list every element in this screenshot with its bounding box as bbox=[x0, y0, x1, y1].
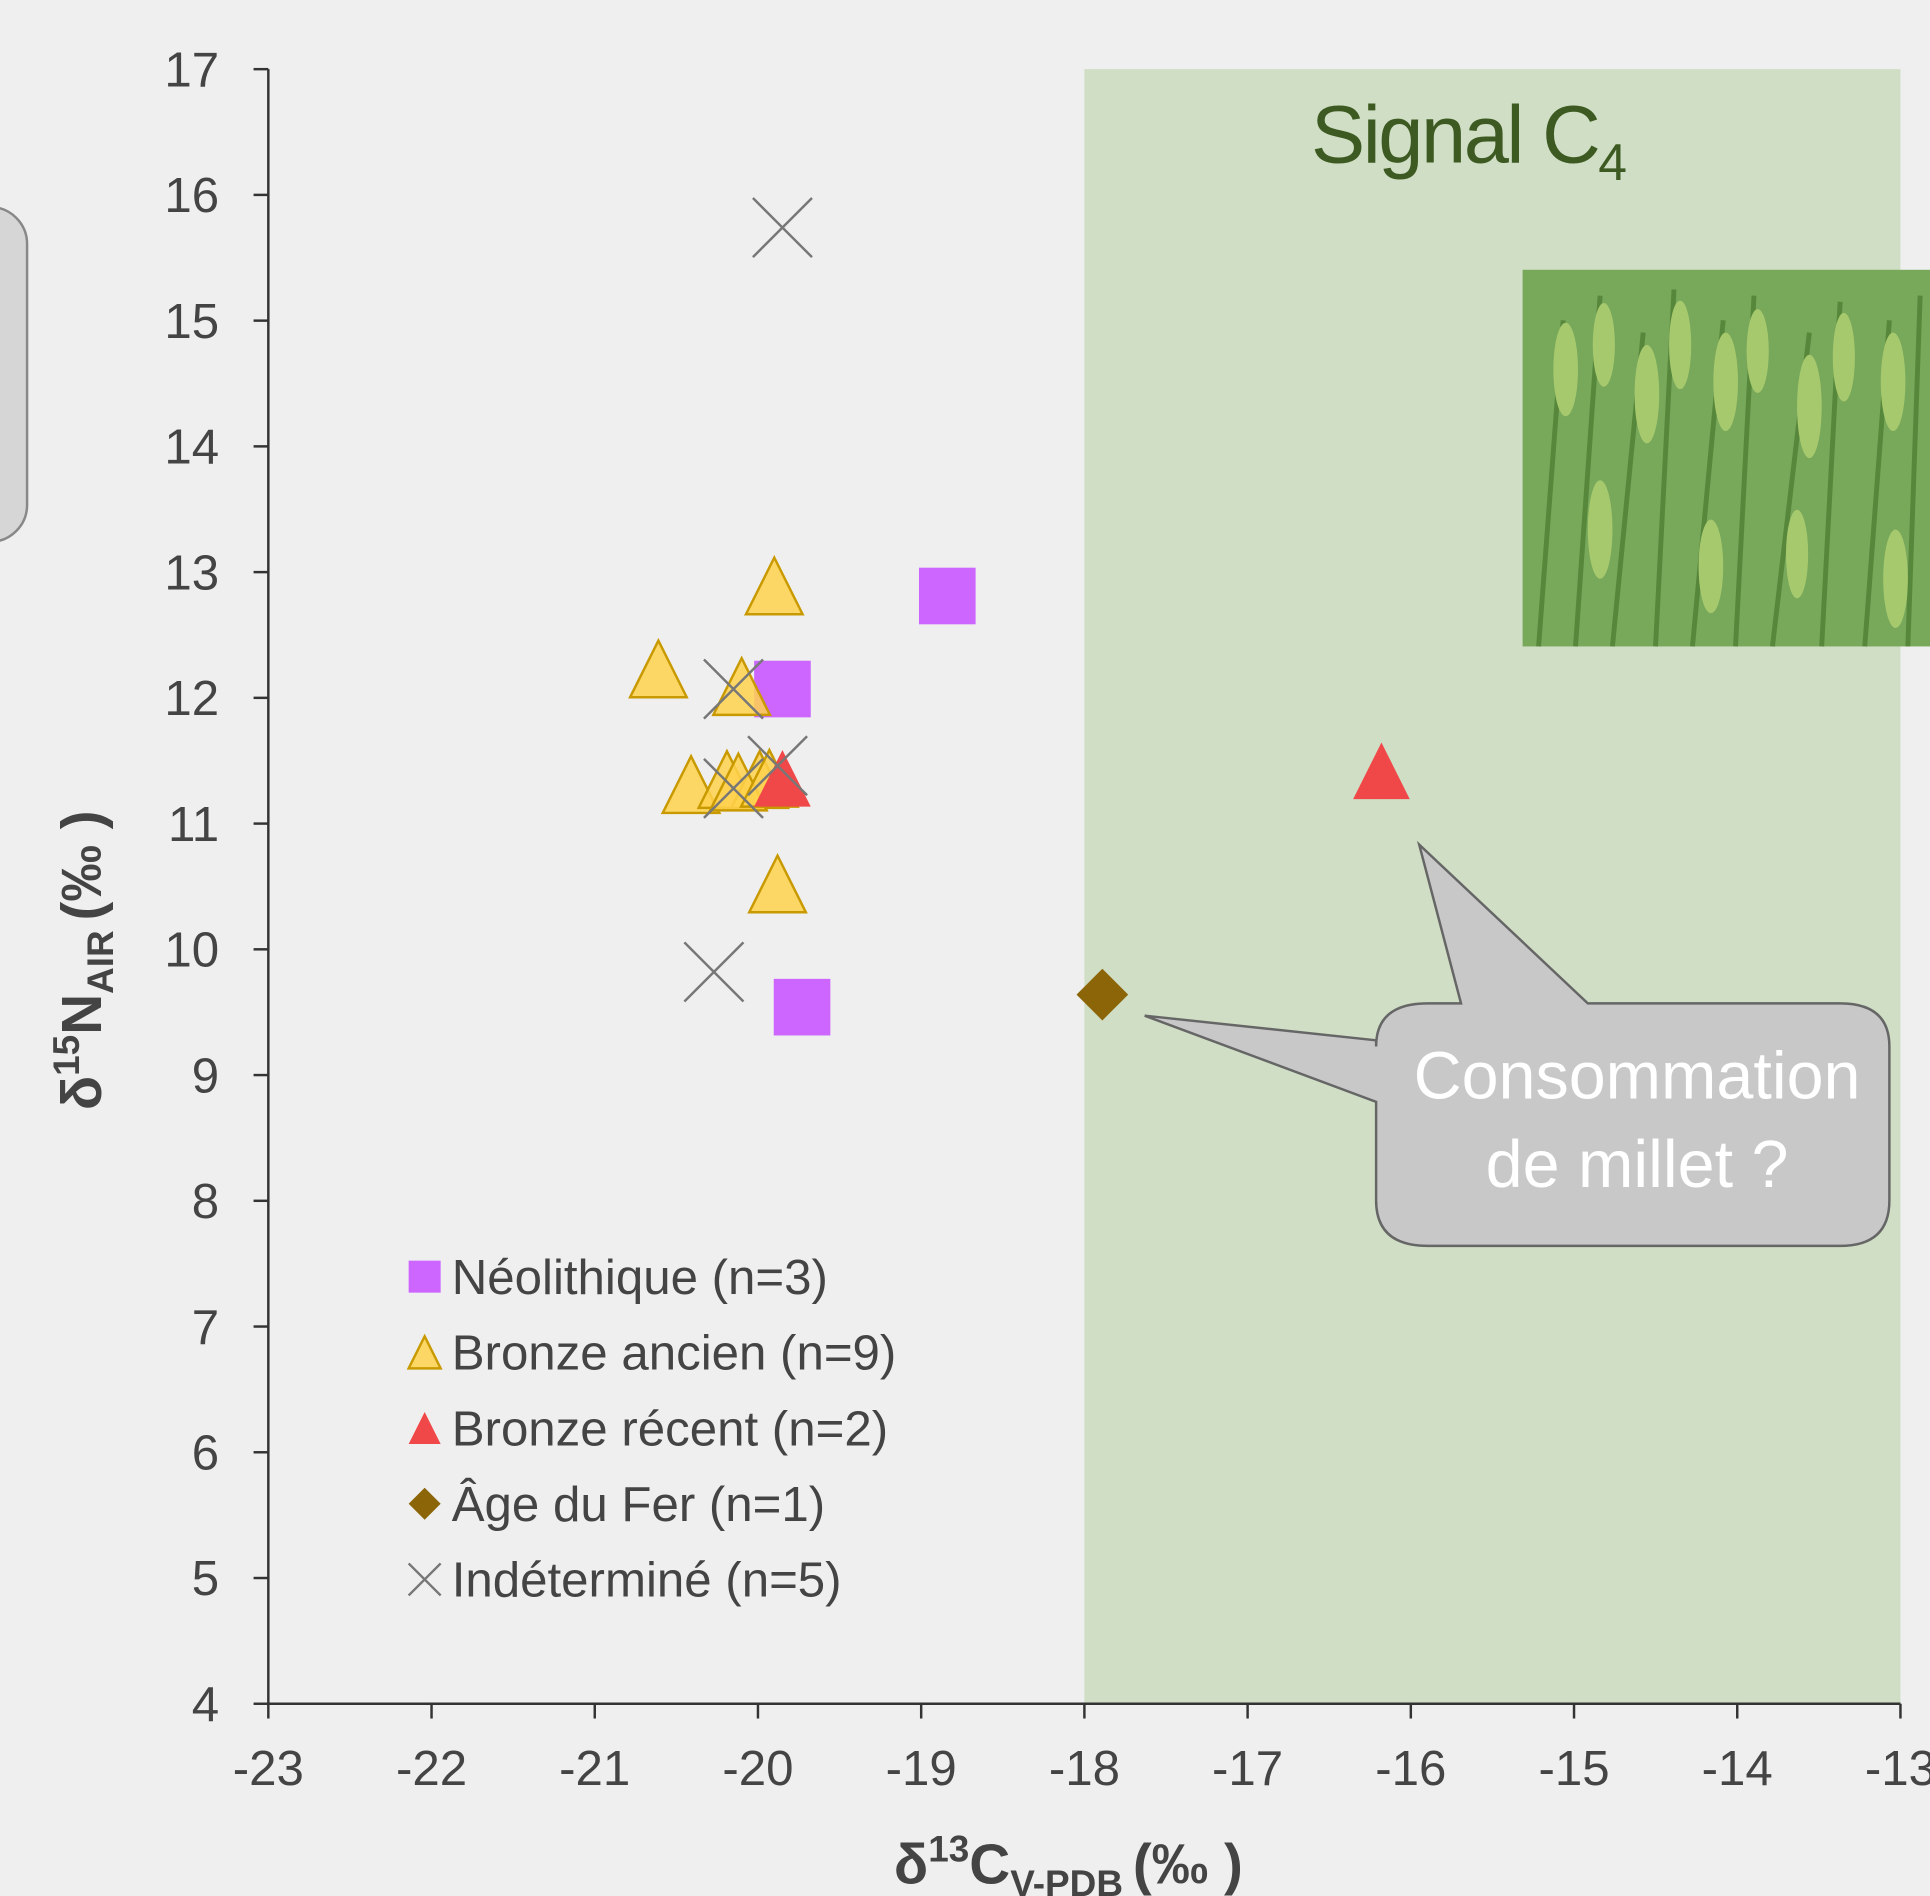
y-tick-label: 13 bbox=[164, 545, 219, 600]
y-axis-label: δ15NAIR (‰ ) bbox=[46, 810, 121, 1110]
x-tick-label: -19 bbox=[886, 1741, 957, 1796]
callout-text: Consommation bbox=[1414, 1039, 1861, 1113]
triangle-marker bbox=[743, 554, 805, 616]
triangle-marker bbox=[711, 655, 772, 717]
x-tick-label: -18 bbox=[1049, 1741, 1120, 1796]
legend-label: Indéterminé (n=5) bbox=[452, 1553, 842, 1608]
triangle-marker bbox=[1353, 742, 1410, 800]
triangle-marker bbox=[754, 750, 811, 807]
x-marker bbox=[407, 1562, 442, 1597]
label-part: 13 bbox=[928, 1828, 969, 1869]
y-tick-label: 8 bbox=[192, 1174, 219, 1229]
legend-label: Âge du Fer (n=1) bbox=[452, 1477, 825, 1532]
photo-heads bbox=[1553, 300, 1908, 628]
square-marker bbox=[918, 567, 976, 625]
legend-label: Bronze récent (n=2) bbox=[452, 1401, 888, 1456]
x-tick-label: -20 bbox=[722, 1741, 793, 1796]
region-label: Signal C4 bbox=[1311, 90, 1626, 191]
x-tick-label: -23 bbox=[233, 1741, 304, 1796]
photo-stems bbox=[1536, 289, 1923, 647]
region-label-text: Signal C bbox=[1311, 90, 1598, 181]
photo-texture bbox=[1536, 289, 1923, 647]
legend-entry: Néolithique (n=3) bbox=[408, 1250, 828, 1305]
x-tick-label: -16 bbox=[1375, 1741, 1446, 1796]
diamond-marker bbox=[408, 1487, 441, 1520]
legend-entry: Âge du Fer (n=1) bbox=[408, 1477, 825, 1532]
legend-label: Néolithique (n=3) bbox=[452, 1250, 828, 1305]
y-tick-label: 9 bbox=[192, 1048, 219, 1103]
label-part: 15 bbox=[46, 1035, 87, 1076]
points-layer bbox=[628, 197, 1410, 1036]
legend: Néolithique (n=3) Bronze ancien (n=9) Bron… bbox=[406, 1250, 897, 1608]
x-tick-label: -22 bbox=[396, 1741, 467, 1796]
x-marker bbox=[703, 658, 764, 720]
label-part: (‰ ) bbox=[1133, 1832, 1243, 1895]
square-marker bbox=[408, 1260, 441, 1293]
label-part: AIR bbox=[80, 930, 121, 994]
x-marker bbox=[747, 735, 808, 797]
x-tick-label: -15 bbox=[1538, 1741, 1609, 1796]
legend-entry: Bronze récent (n=2) bbox=[408, 1401, 888, 1456]
callout-shape bbox=[1144, 840, 1891, 1248]
x-marker bbox=[703, 757, 764, 819]
x-marker bbox=[683, 941, 745, 1003]
legend-entry: Bronze ancien (n=9) bbox=[406, 1326, 897, 1381]
x-tick-label: -14 bbox=[1702, 1741, 1773, 1796]
label-part: N bbox=[50, 994, 113, 1035]
triangle-marker bbox=[408, 1412, 441, 1445]
axes-layer: -23 -22 -21 -20 -19 -18 -17 -16 -15 -14 -13 4 5 6 7 8 9 1… bbox=[164, 42, 1930, 1796]
y-tick-label: 11 bbox=[168, 797, 219, 852]
callout: Consommation de millet ? bbox=[1144, 840, 1891, 1248]
label-part: δ bbox=[50, 1076, 113, 1110]
triangle-marker bbox=[628, 637, 689, 699]
y-tick-label: 12 bbox=[164, 671, 219, 726]
side-panel bbox=[0, 207, 29, 542]
x-tick-label: -17 bbox=[1212, 1741, 1283, 1796]
y-tick-label: 16 bbox=[164, 168, 219, 223]
triangle-marker bbox=[747, 852, 808, 914]
y-tick-label: 17 bbox=[164, 42, 219, 97]
y-tick-label: 4 bbox=[192, 1677, 219, 1732]
legend-label: Bronze ancien (n=9) bbox=[452, 1326, 897, 1381]
callout-text: de millet ? bbox=[1486, 1128, 1789, 1202]
y-tick-label: 14 bbox=[164, 420, 219, 475]
x-tick-label: -13 bbox=[1865, 1741, 1930, 1796]
x-axis-label: δ13CV-PDB (‰ ) bbox=[894, 1828, 1243, 1896]
y-tick-label: 6 bbox=[192, 1426, 219, 1481]
label-part: V-PDB bbox=[1010, 1863, 1123, 1896]
legend-entry: Indéterminé (n=5) bbox=[407, 1553, 842, 1608]
square-marker bbox=[773, 978, 831, 1036]
label-part: δ bbox=[894, 1832, 928, 1895]
region-label-sub: 4 bbox=[1598, 133, 1626, 191]
x-marker bbox=[752, 197, 813, 259]
label-part: C bbox=[969, 1832, 1010, 1895]
y-tick-label: 10 bbox=[164, 923, 219, 978]
y-tick-label: 5 bbox=[192, 1551, 219, 1606]
triangle-marker bbox=[406, 1333, 443, 1370]
y-tick-label: 7 bbox=[192, 1300, 219, 1355]
photo bbox=[1522, 269, 1930, 647]
y-tick-label: 15 bbox=[164, 294, 219, 349]
x-tick-label: -21 bbox=[559, 1741, 630, 1796]
label-part: (‰ ) bbox=[50, 810, 113, 920]
